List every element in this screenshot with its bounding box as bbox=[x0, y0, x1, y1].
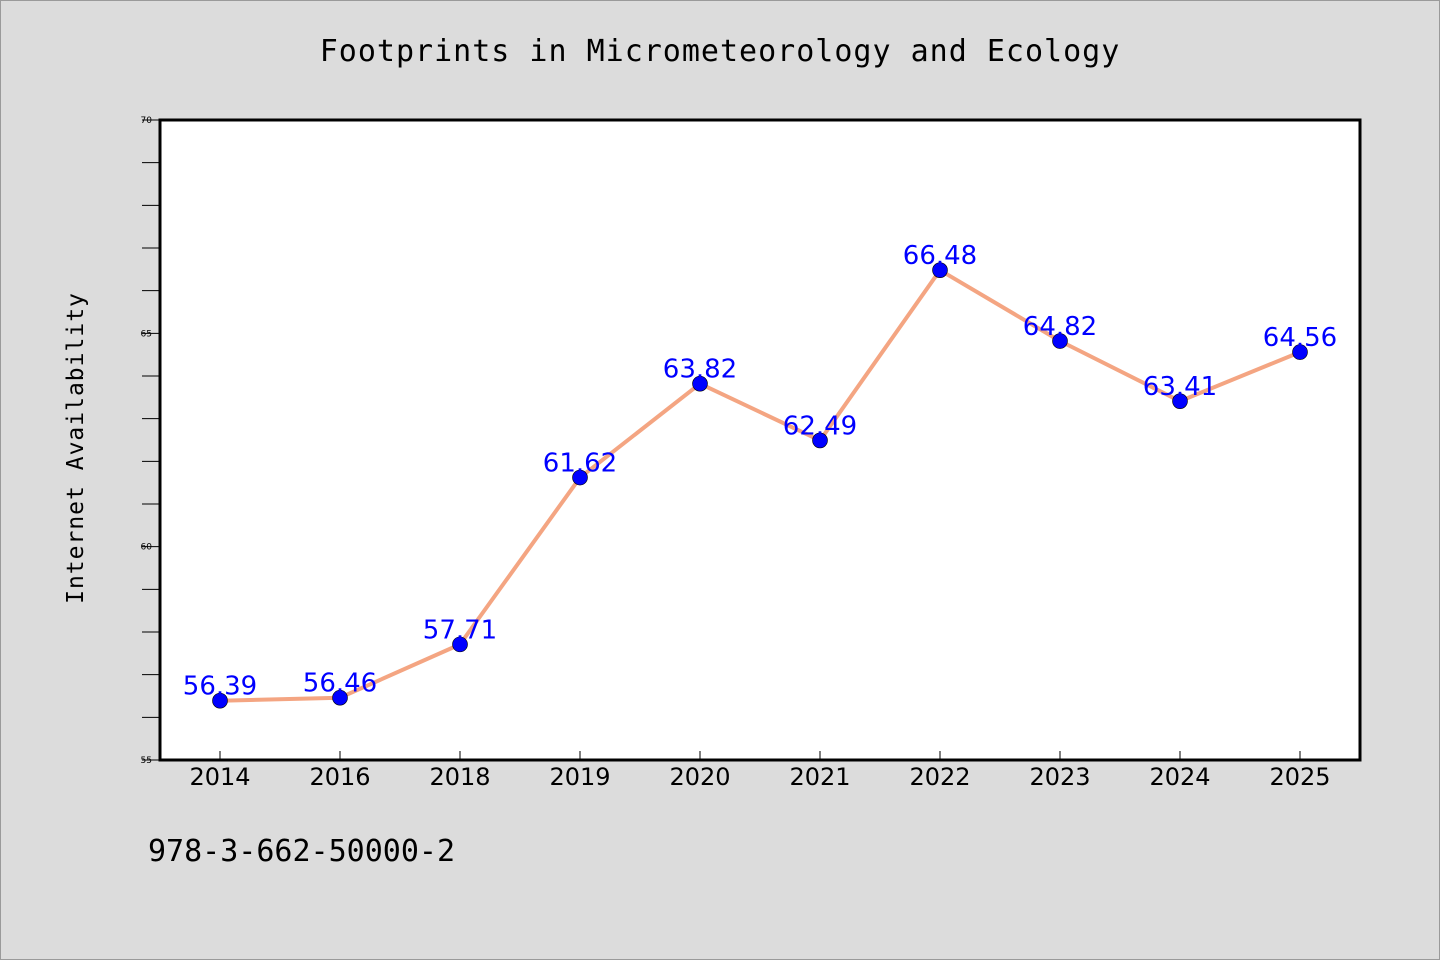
data-point bbox=[332, 689, 348, 706]
y-tick-label: 70 bbox=[141, 116, 153, 126]
y-tick-label: 55 bbox=[141, 756, 152, 766]
data-label: 64.82 bbox=[1023, 312, 1097, 342]
x-tick-label: 2019 bbox=[549, 763, 610, 791]
y-tick-label: 60 bbox=[141, 543, 153, 553]
data-markers bbox=[212, 262, 1308, 709]
x-tick-label: 2025 bbox=[1269, 763, 1330, 791]
x-tick-label: 2023 bbox=[1029, 763, 1090, 791]
series-line bbox=[219, 268, 1301, 703]
data-point bbox=[452, 636, 468, 653]
data-label: 63.41 bbox=[1143, 372, 1217, 402]
x-tick-label: 2024 bbox=[1149, 763, 1210, 791]
x-axis: 2014 2016 2018 2019 2020 2021 2022 2023 2024 2025 bbox=[189, 751, 1331, 791]
data-label: 56.39 bbox=[183, 672, 257, 702]
plot-area bbox=[158, 118, 1362, 762]
x-tick-label: 2020 bbox=[669, 763, 730, 791]
x-tick-label: 2022 bbox=[909, 763, 970, 791]
data-labels: 56.39 56.46 57.71 61.62 63.82 62.49 66.48 64.82… bbox=[183, 241, 1337, 702]
data-point bbox=[1172, 393, 1188, 409]
chart-title: Footprints in Micrometeorology and Ecolo… bbox=[319, 34, 1121, 69]
y-tick-label: 65 bbox=[141, 329, 152, 339]
data-label: 64.56 bbox=[1263, 323, 1337, 353]
data-label: 62.49 bbox=[783, 411, 857, 441]
data-label: 63.82 bbox=[663, 355, 737, 385]
data-label: 66.48 bbox=[903, 241, 977, 271]
data-point bbox=[932, 262, 948, 278]
data-point bbox=[812, 432, 828, 449]
data-point bbox=[1292, 344, 1308, 360]
data-label: 61.62 bbox=[543, 449, 617, 479]
x-tick-label: 2021 bbox=[789, 763, 850, 791]
data-label: 57.71 bbox=[423, 615, 497, 645]
isbn-footer: 978-3-662-50000-2 bbox=[148, 834, 456, 869]
data-point bbox=[1052, 333, 1068, 349]
x-tick-label: 2014 bbox=[189, 763, 250, 791]
x-tick-label: 2016 bbox=[309, 763, 370, 791]
x-tick-label: 2018 bbox=[429, 763, 490, 791]
data-label: 56.46 bbox=[303, 669, 377, 699]
data-point bbox=[692, 375, 708, 392]
y-axis: 55 60 65 70 bbox=[141, 116, 160, 766]
data-point bbox=[572, 469, 588, 486]
data-point bbox=[212, 692, 228, 709]
